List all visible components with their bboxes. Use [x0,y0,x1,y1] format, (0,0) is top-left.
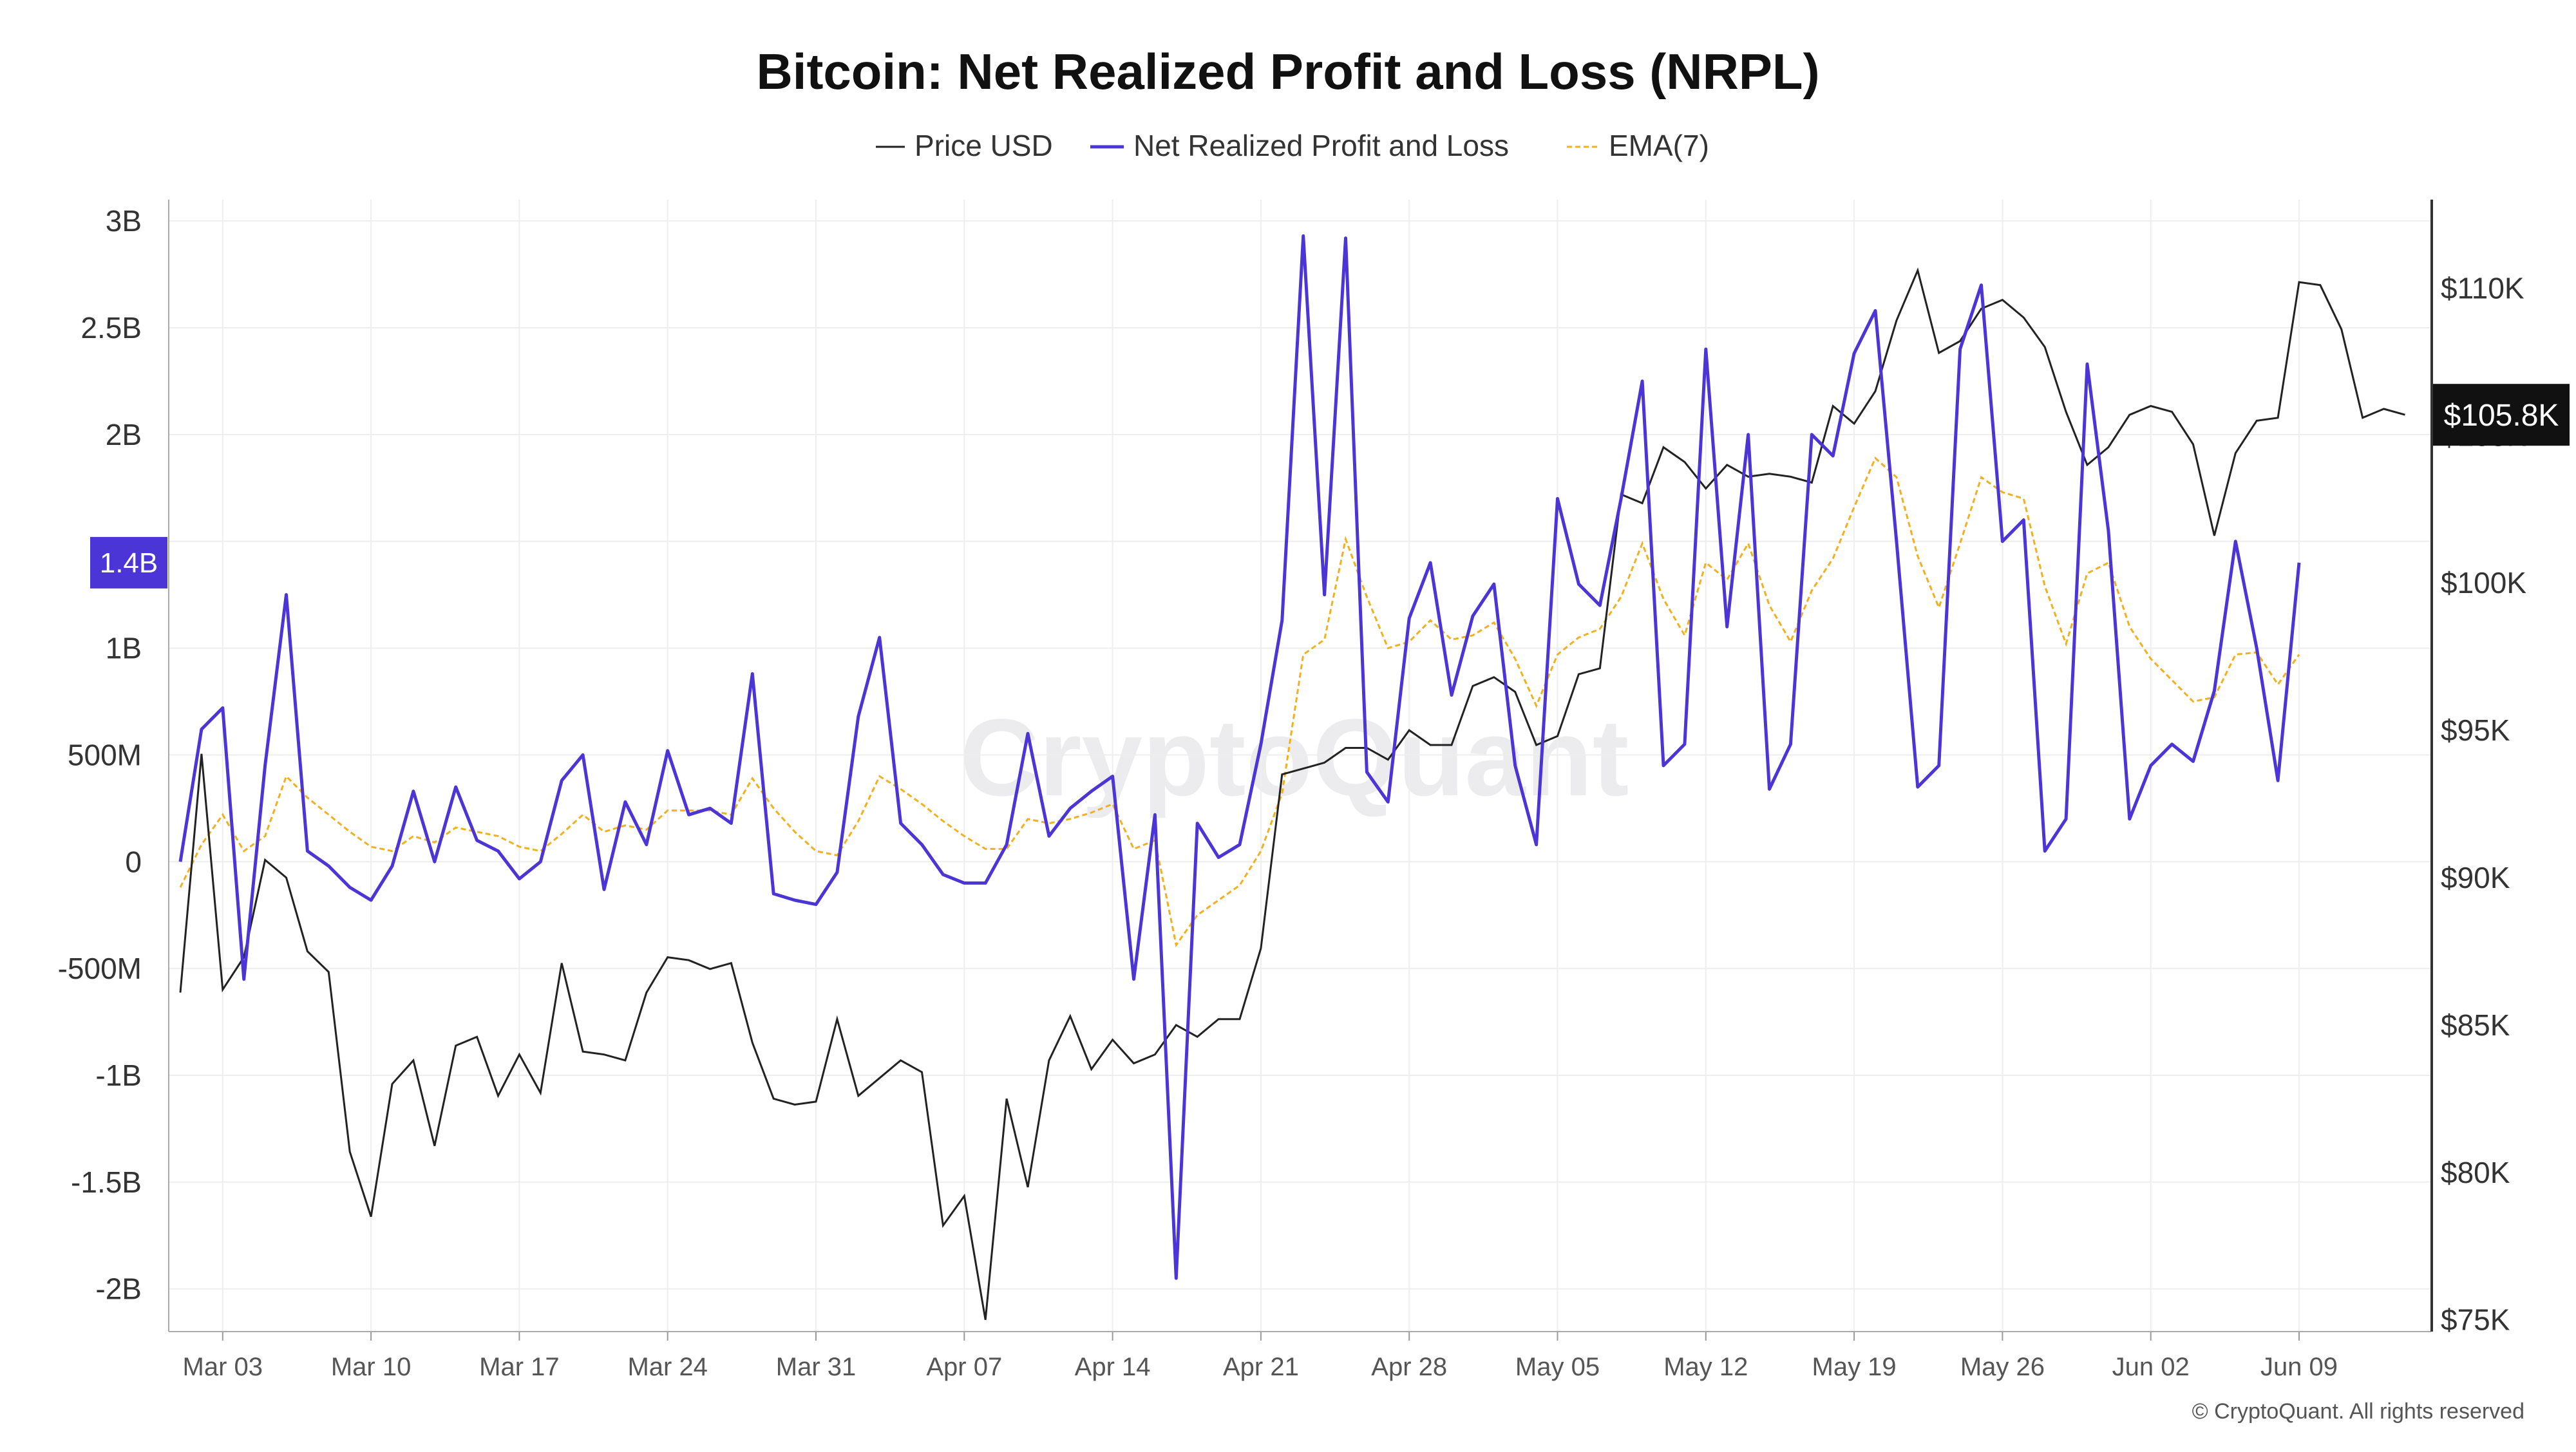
grid-layer [169,200,2431,1332]
axes-layer [168,200,2433,1341]
price-line [179,267,2405,1320]
y-left-tick-label: 500M [68,738,142,771]
chart-title: Bitcoin: Net Realized Profit and Loss (N… [756,43,1819,100]
copyright: © CryptoQuant. All rights reserved [2192,1399,2524,1424]
y-left-tick-label: 0 [125,845,142,878]
y-right-tick-label: $95K [2441,713,2510,747]
y-left-tick-label: 2B [106,418,142,451]
nrpl-line [178,234,2301,1280]
tick-layer: 3B2.5B2B1B500M0-500M-1B-1.5B-2B$110K$105… [58,204,2527,1381]
x-tick-label: Mar 03 [183,1353,263,1381]
x-tick-label: Apr 07 [926,1353,1002,1381]
x-tick-label: Apr 14 [1075,1353,1151,1381]
legend: Price USD Net Realized Profit and Loss E… [876,129,1709,162]
price-current-label: $105.8K [2444,399,2559,433]
y-left-tick-label: 3B [106,204,142,238]
y-right-tick-label: $110K [2441,271,2524,305]
y-left-tick-label: -1B [95,1059,142,1092]
nrpl-current-label: 1.4B [100,547,158,579]
x-tick-label: Mar 10 [331,1353,412,1381]
marker-layer: 1.4B $105.8K [90,384,2570,589]
y-left-tick-label: -500M [58,952,142,985]
legend-ema-label: EMA(7) [1609,129,1709,162]
x-tick-label: Mar 17 [479,1353,560,1381]
x-tick-label: May 19 [1812,1353,1897,1381]
y-right-tick-label: $80K [2441,1156,2510,1189]
y-right-tick-label: $75K [2441,1303,2510,1337]
y-left-tick-label: -1.5B [71,1165,142,1199]
series-layer [178,234,2405,1320]
y-left-tick-label: 1B [106,632,142,665]
x-tick-label: May 05 [1515,1353,1600,1381]
legend-price-label: Price USD [914,129,1053,162]
y-left-tick-label: -2B [95,1272,142,1306]
price-current-badge [2433,384,2570,446]
x-tick-label: Mar 31 [776,1353,857,1381]
y-right-tick-label: $85K [2441,1008,2510,1042]
legend-nrpl-label: Net Realized Profit and Loss [1133,129,1509,162]
x-tick-label: Mar 24 [627,1353,708,1381]
y-right-tick-label: $100K [2441,566,2526,599]
x-tick-label: Jun 02 [2112,1353,2190,1381]
x-tick-label: Apr 21 [1223,1353,1299,1381]
nrpl-current-badge [90,536,167,589]
x-tick-label: May 26 [1960,1353,2045,1381]
x-tick-label: Jun 09 [2260,1353,2338,1381]
y-right-tick-label: $90K [2441,861,2510,894]
x-tick-label: Apr 28 [1371,1353,1447,1381]
ema-line [179,456,2300,948]
x-tick-label: May 12 [1663,1353,1748,1381]
y-left-tick-label: 2.5B [80,311,142,344]
